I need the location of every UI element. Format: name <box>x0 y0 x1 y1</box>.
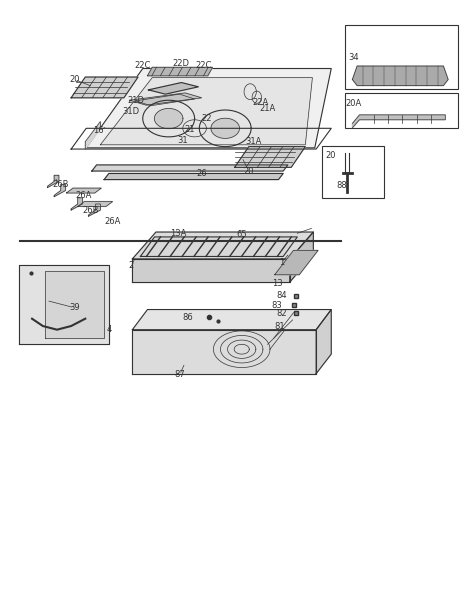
Polygon shape <box>129 93 201 105</box>
Text: 34: 34 <box>348 53 359 62</box>
Bar <box>346 25 457 89</box>
Text: 26: 26 <box>196 169 207 178</box>
Polygon shape <box>316 310 331 374</box>
Text: 21D: 21D <box>127 96 144 105</box>
Polygon shape <box>85 121 100 149</box>
Text: 86: 86 <box>182 313 193 322</box>
Text: 16: 16 <box>93 126 103 135</box>
Text: 26A: 26A <box>76 191 92 200</box>
Text: 39: 39 <box>69 303 80 312</box>
Text: 83: 83 <box>272 301 283 310</box>
Text: 20A: 20A <box>346 99 362 109</box>
Polygon shape <box>47 175 59 188</box>
Polygon shape <box>211 118 239 139</box>
Polygon shape <box>92 165 288 171</box>
Text: 1: 1 <box>279 258 284 267</box>
Text: 13: 13 <box>272 279 283 288</box>
Text: 87: 87 <box>174 370 185 379</box>
Text: 31A: 31A <box>246 137 262 147</box>
Text: 84: 84 <box>276 291 287 300</box>
Polygon shape <box>353 66 448 86</box>
Polygon shape <box>148 83 198 94</box>
Polygon shape <box>78 202 113 207</box>
Polygon shape <box>100 78 312 145</box>
Text: 22D: 22D <box>172 59 189 68</box>
Text: 26B: 26B <box>52 180 69 189</box>
Bar <box>322 146 384 198</box>
Text: 20: 20 <box>244 167 254 175</box>
Text: 4: 4 <box>106 325 111 334</box>
Text: 22C: 22C <box>135 61 151 70</box>
Text: 2: 2 <box>128 261 134 270</box>
Polygon shape <box>235 147 305 167</box>
Polygon shape <box>66 188 101 193</box>
Bar <box>346 93 457 128</box>
Polygon shape <box>155 109 183 129</box>
Text: 21: 21 <box>185 125 195 134</box>
Text: 26B: 26B <box>82 205 99 215</box>
Polygon shape <box>89 204 100 216</box>
Polygon shape <box>132 330 316 374</box>
Polygon shape <box>132 310 331 330</box>
Text: 20: 20 <box>69 75 80 84</box>
Text: 13A: 13A <box>170 229 186 238</box>
Polygon shape <box>86 69 331 148</box>
Text: 26A: 26A <box>104 216 120 226</box>
Text: 22C: 22C <box>196 61 212 70</box>
Polygon shape <box>132 232 313 259</box>
Polygon shape <box>71 198 82 210</box>
Text: 21A: 21A <box>259 104 276 113</box>
Polygon shape <box>353 115 445 128</box>
Polygon shape <box>104 173 283 180</box>
Text: 82: 82 <box>276 310 287 318</box>
Text: 31D: 31D <box>122 107 139 116</box>
Polygon shape <box>147 67 212 76</box>
Polygon shape <box>19 265 109 345</box>
Text: 22: 22 <box>201 114 211 123</box>
Polygon shape <box>140 237 297 256</box>
Text: 20: 20 <box>325 151 336 159</box>
Polygon shape <box>45 271 104 338</box>
Text: 88: 88 <box>336 181 347 190</box>
Text: 31: 31 <box>177 136 188 145</box>
Text: 22A: 22A <box>253 97 269 107</box>
Text: 65: 65 <box>237 230 247 239</box>
Polygon shape <box>54 185 65 197</box>
Text: 81: 81 <box>274 322 285 330</box>
Polygon shape <box>132 259 290 282</box>
Polygon shape <box>290 232 313 282</box>
Polygon shape <box>275 250 318 275</box>
Polygon shape <box>71 77 138 98</box>
